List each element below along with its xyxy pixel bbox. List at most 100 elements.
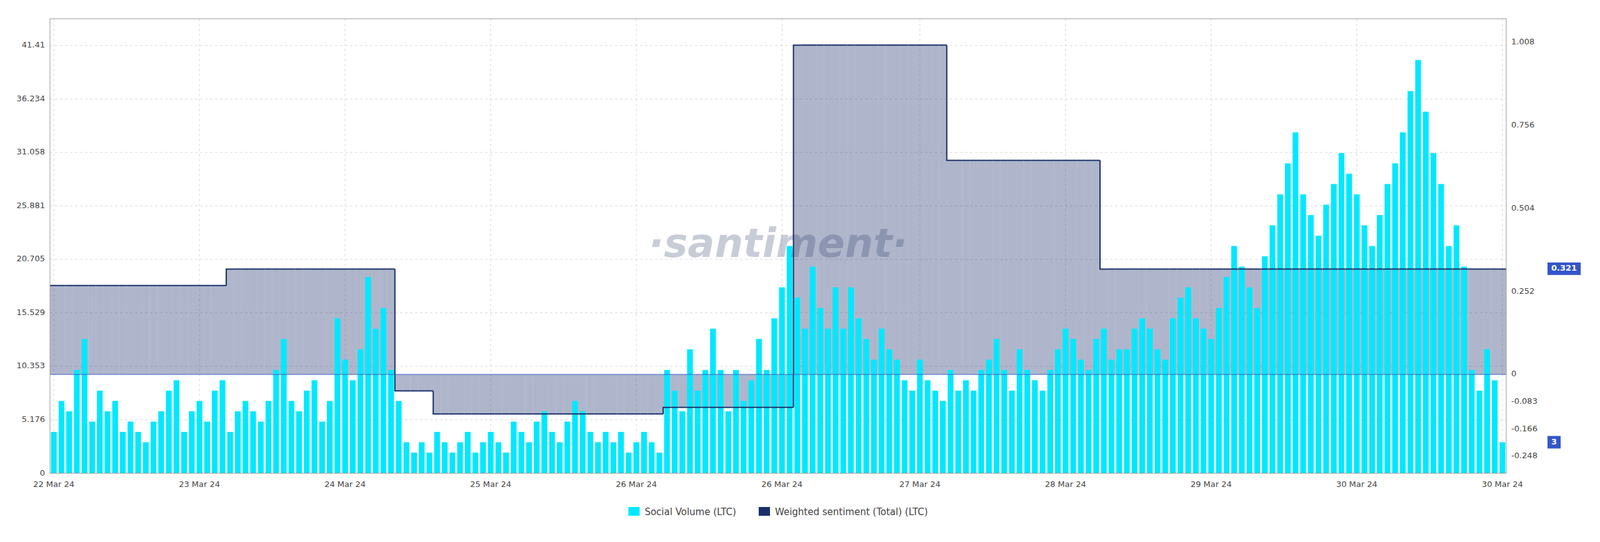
bar: [288, 400, 295, 474]
bar: [150, 421, 157, 474]
bar: [1277, 194, 1284, 474]
bar: [549, 431, 555, 474]
sentiment-step-line: [862, 44, 870, 46]
sentiment-step-line: [908, 44, 916, 46]
sentiment-step-line: [1498, 268, 1507, 270]
sentiment-step-line: [992, 160, 1000, 162]
sentiment-step-line: [1421, 268, 1430, 270]
sentiment-step-line: [686, 406, 694, 409]
bar: [648, 441, 655, 474]
sentiment-step-fill: [824, 45, 832, 375]
sentiment-step-line: [954, 160, 962, 162]
sentiment-step-line: [1376, 268, 1384, 270]
sentiment-step-line: [241, 268, 250, 270]
sentiment-step-fill: [1468, 268, 1476, 375]
current-value-label: 3: [1547, 435, 1561, 449]
sentiment-step-line: [134, 285, 142, 287]
bar: [925, 380, 931, 474]
sentiment-step-line: [1199, 268, 1207, 270]
bar: [66, 411, 72, 474]
sentiment-step-fill: [141, 285, 150, 375]
bar: [380, 308, 387, 474]
sentiment-step-fill: [402, 374, 410, 391]
bar: [456, 441, 463, 474]
sentiment-step-line: [256, 268, 265, 270]
bar: [1346, 173, 1352, 474]
bar: [1039, 390, 1045, 474]
sentiment-step-line: [341, 268, 349, 270]
sentiment-step-fill: [410, 374, 418, 391]
bar: [618, 431, 624, 474]
sentiment-step-line: [448, 413, 457, 415]
sentiment-step-line: [1069, 160, 1077, 162]
sentiment-step-line: [1153, 268, 1162, 270]
bar: [786, 246, 793, 474]
bar: [411, 452, 417, 474]
bar: [250, 411, 256, 474]
x-tick-label: 30 Mar 24: [1336, 479, 1378, 489]
bar: [955, 390, 962, 474]
sentiment-step-line: [456, 413, 464, 415]
sentiment-step-fill: [616, 374, 625, 414]
bar: [1361, 225, 1368, 474]
bar: [671, 390, 678, 474]
sentiment-step-line: [540, 413, 549, 415]
bar: [1238, 266, 1245, 474]
zero-line: [50, 373, 1507, 375]
bar: [740, 400, 747, 474]
sentiment-step-line: [1391, 268, 1399, 270]
sentiment-step-line: [157, 285, 165, 287]
sentiment-step-line: [571, 413, 579, 415]
sentiment-step-line: [1452, 268, 1460, 270]
bar: [1055, 349, 1061, 474]
bar: [686, 349, 693, 474]
bar: [441, 441, 448, 474]
bar: [112, 400, 119, 474]
sentiment-step-line: [846, 44, 855, 46]
sentiment-step-fill: [678, 374, 687, 408]
sentiment-step-line: [1360, 268, 1369, 270]
sentiment-step-line: [272, 268, 280, 270]
sentiment-step-fill: [961, 160, 970, 375]
sentiment-step-fill: [1023, 160, 1031, 375]
bar: [227, 431, 234, 474]
sentiment-step-fill: [946, 160, 955, 375]
sentiment-step-line: [1138, 268, 1146, 270]
sentiment-step-line: [1261, 268, 1269, 270]
bar: [801, 328, 808, 474]
sentiment-step-fill: [479, 374, 487, 414]
sentiment-step-line: [425, 390, 434, 392]
sentiment-step-fill: [1038, 160, 1047, 375]
bar: [940, 400, 946, 474]
sentiment-step-line: [1483, 268, 1491, 270]
y2-tick-label: -0.083: [1511, 396, 1538, 406]
sentiment-step-line: [233, 268, 242, 270]
sentiment-step-line: [1123, 268, 1131, 270]
sentiment-step-fill: [88, 285, 96, 375]
sentiment-step-line: [1146, 268, 1154, 270]
sentiment-step-line: [609, 413, 617, 415]
sentiment-step-fill: [877, 45, 885, 375]
sentiment-step-line: [287, 268, 295, 270]
sentiment-step-fill: [103, 285, 112, 375]
sentiment-step-line: [1330, 268, 1338, 270]
sentiment-step-fill: [303, 268, 311, 375]
sentiment-step-line: [57, 285, 65, 287]
sentiment-step-line: [1176, 268, 1185, 270]
bar: [273, 370, 279, 474]
sentiment-step-line: [1345, 268, 1353, 270]
bar: [1407, 91, 1414, 474]
sentiment-step-line: [1191, 268, 1200, 270]
sentiment-step-fill: [609, 374, 617, 414]
bar: [602, 431, 609, 474]
sentiment-step-line: [740, 406, 748, 409]
bar: [1231, 246, 1237, 474]
sentiment-step-fill: [923, 45, 932, 375]
sentiment-step-line: [977, 160, 985, 162]
bar: [96, 390, 103, 474]
sentiment-step-line: [793, 45, 802, 407]
bar: [978, 370, 984, 474]
bar-layer: [51, 60, 1506, 474]
sentiment-step-line: [195, 285, 204, 287]
sentiment-step-line: [824, 44, 832, 46]
